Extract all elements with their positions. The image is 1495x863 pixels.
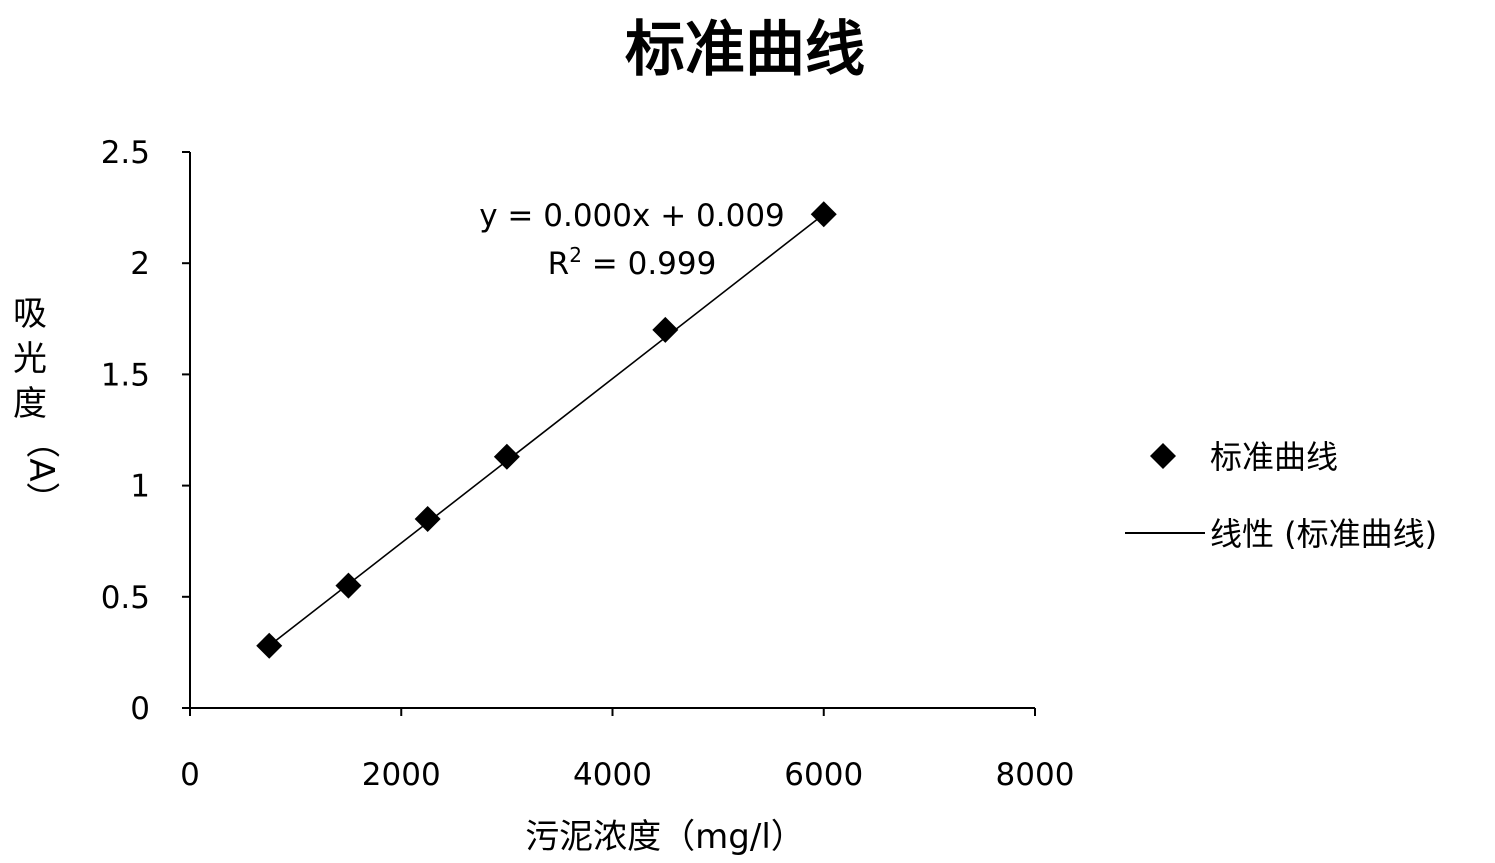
y-tick-label: 0.5 xyxy=(101,580,150,616)
y-axis-label-char-2: 光 xyxy=(13,339,47,379)
markers-group xyxy=(256,201,837,659)
legend-series-label: 标准曲线 xyxy=(1210,438,1338,476)
y-axis-label-char-3: 度 xyxy=(13,384,47,424)
legend: 标准曲线 线性 (标准曲线) xyxy=(1125,438,1437,553)
trendline-group xyxy=(268,213,825,647)
x-tick-label: 4000 xyxy=(573,757,652,793)
x-tick-label: 8000 xyxy=(996,757,1075,793)
legend-trendline-label: 线性 (标准曲线) xyxy=(1210,515,1437,553)
r-squared-prefix: R xyxy=(548,246,570,282)
y-tick-label: 1.5 xyxy=(101,357,150,393)
trendline xyxy=(268,213,825,647)
data-point-marker xyxy=(810,201,837,228)
legend-diamond-icon xyxy=(1150,443,1176,469)
x-tick-label: 2000 xyxy=(362,757,441,793)
y-tick-label: 1 xyxy=(130,469,150,505)
data-point-marker xyxy=(256,632,283,659)
y-tick-label: 0 xyxy=(130,691,150,727)
r-squared-sup: 2 xyxy=(569,243,582,267)
data-point-marker xyxy=(414,505,441,532)
chart-title: 标准曲线 xyxy=(625,15,865,85)
y-axis-label-char-1: 吸 xyxy=(13,294,47,334)
data-point-marker xyxy=(493,443,520,470)
data-point-marker xyxy=(335,572,362,599)
x-tick-label: 6000 xyxy=(784,757,863,793)
trend-r-squared: R2 = 0.999 xyxy=(548,243,717,282)
data-point-marker xyxy=(652,316,679,343)
trend-equation: y = 0.000x + 0.009 xyxy=(479,198,785,234)
x-tick-label: 0 xyxy=(180,757,200,793)
y-tick-label: 2 xyxy=(130,246,150,282)
x-ticks: 0 2000 4000 6000 8000 xyxy=(180,708,1074,793)
y-tick-label: 2.5 xyxy=(101,135,150,171)
r-squared-suffix: = 0.999 xyxy=(582,246,716,282)
y-axis-label-unit: （A） xyxy=(21,424,61,515)
x-axis-label: 污泥浓度（mg/l） xyxy=(525,817,805,857)
y-ticks: 0 0.5 1 1.5 2 2.5 xyxy=(101,135,190,727)
y-axis-label: 吸 光 度 （A） xyxy=(13,294,61,516)
